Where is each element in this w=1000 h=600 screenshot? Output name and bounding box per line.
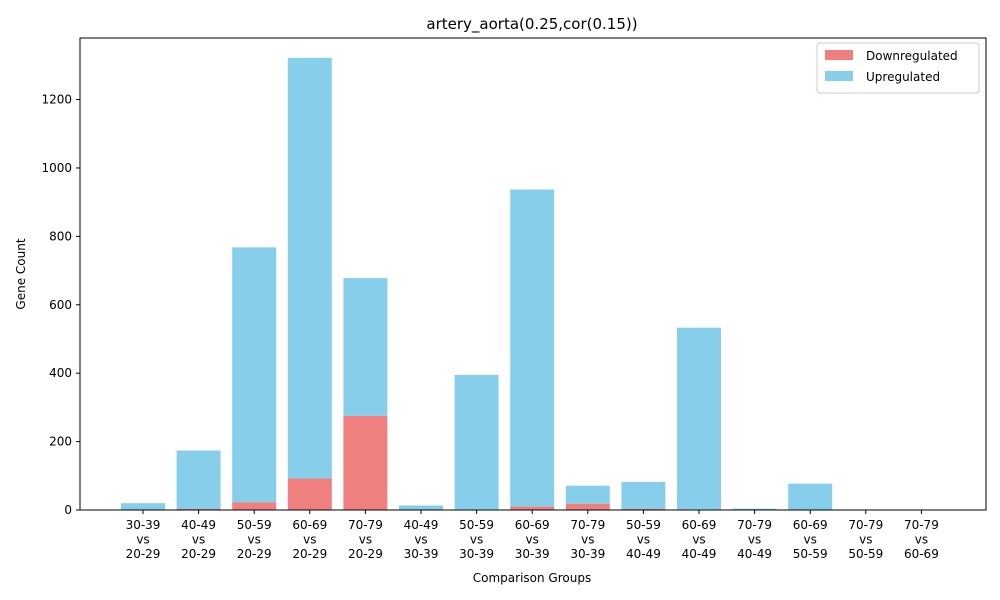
bar-upregulated-2	[232, 247, 277, 503]
bar-downregulated-8	[565, 503, 610, 510]
legend-label-upregulated: Upregulated	[866, 70, 940, 84]
x-tick-label-8: 70-79 vs 30-39	[570, 518, 605, 561]
y-tick-label-2: 400	[49, 366, 72, 380]
bar-upregulated-10	[677, 327, 721, 510]
x-tick-label-14: 70-79 vs 60-69	[904, 518, 939, 561]
y-axis-ticks: 0 200 400 600 800 1000 1200	[41, 93, 80, 517]
x-tick-label-7: 60-69 vs 30-39	[515, 518, 550, 561]
x-axis-label: Comparison Groups	[473, 571, 591, 585]
x-tick-label-10: 60-69 vs 40-49	[682, 518, 717, 561]
bar-downregulated-7	[510, 506, 555, 510]
y-tick-label-5: 1000	[41, 161, 72, 175]
bar-upregulated-9	[621, 481, 666, 509]
y-tick-label-1: 200	[49, 435, 72, 449]
bar-upregulated-1	[176, 450, 221, 509]
y-tick-label-0: 0	[64, 503, 72, 517]
y-tick-label-6: 1200	[41, 93, 72, 107]
bar-upregulated-0	[121, 503, 165, 510]
x-tick-label-11: 70-79 vs 40-49	[737, 518, 772, 561]
bar-upregulated-3	[287, 57, 332, 479]
x-tick-label-1: 40-49 vs 20-29	[181, 518, 216, 561]
bar-downregulated-4	[343, 415, 388, 510]
bars-group	[121, 57, 944, 510]
y-tick-label-3: 600	[49, 298, 72, 312]
bar-downregulated-3	[287, 478, 332, 510]
x-tick-label-0: 30-39 vs 20-29	[126, 518, 161, 561]
bar-upregulated-8	[565, 485, 610, 504]
x-axis-ticks: 30-39 vs 20-29 40-49 vs 20-29 50-59 vs 20-29 60-6…	[126, 510, 939, 561]
legend-label-downregulated: Downregulated	[866, 49, 958, 63]
x-tick-label-2: 50-59 vs 20-29	[237, 518, 272, 561]
bar-downregulated-1	[176, 508, 221, 510]
bar-upregulated-6	[454, 374, 499, 510]
chart-title: artery_aorta(0.25,cor(0.15))	[426, 15, 637, 34]
bar-downregulated-9	[621, 508, 666, 510]
bar-upregulated-12	[788, 483, 833, 510]
bar-upregulated-7	[510, 189, 555, 507]
x-tick-label-13: 70-79 vs 50-59	[848, 518, 883, 561]
x-tick-label-4: 70-79 vs 20-29	[348, 518, 383, 561]
bar-downregulated-2	[232, 502, 277, 510]
bar-upregulated-4	[343, 278, 388, 416]
x-tick-label-9: 50-59 vs 40-49	[626, 518, 661, 561]
bar-upregulated-11	[732, 508, 777, 510]
plot-area-frame	[79, 37, 987, 511]
x-tick-label-3: 60-69 vs 20-29	[292, 518, 327, 561]
bar-upregulated-5	[399, 505, 443, 510]
y-tick-label-4: 800	[49, 229, 72, 243]
x-tick-label-6: 50-59 vs 30-39	[459, 518, 494, 561]
legend-swatch-downregulated	[825, 50, 853, 60]
y-axis-label: Gene Count	[14, 238, 28, 309]
legend-swatch-upregulated	[825, 71, 853, 81]
legend: Downregulated Upregulated	[816, 42, 980, 94]
x-tick-label-5: 40-49 vs 30-39	[404, 518, 439, 561]
x-tick-label-12: 60-69 vs 50-59	[793, 518, 828, 561]
legend-box	[816, 42, 980, 94]
